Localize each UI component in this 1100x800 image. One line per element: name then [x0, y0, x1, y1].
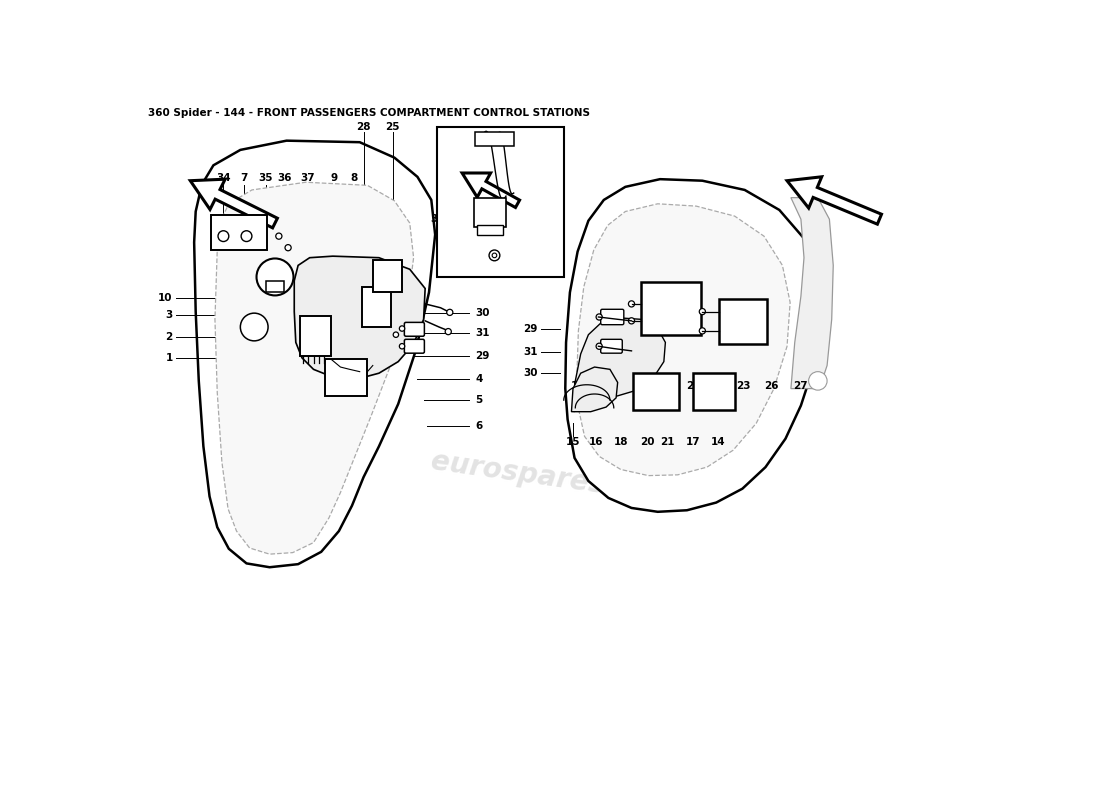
Text: 35: 35	[258, 174, 273, 183]
Text: 23: 23	[736, 381, 750, 390]
Text: 360 Spider - 144 - FRONT PASSENGERS COMPARTMENT CONTROL STATIONS: 360 Spider - 144 - FRONT PASSENGERS COMP…	[147, 107, 590, 118]
Polygon shape	[462, 173, 519, 207]
Text: 34: 34	[216, 174, 231, 183]
Circle shape	[393, 332, 398, 338]
Polygon shape	[576, 204, 790, 476]
Circle shape	[492, 253, 497, 258]
Text: eurospares: eurospares	[209, 355, 387, 407]
Bar	[719, 299, 767, 344]
Bar	[211, 214, 266, 250]
Text: 2: 2	[165, 332, 173, 342]
Bar	[266, 281, 284, 292]
Text: 21: 21	[660, 437, 675, 446]
Text: 20: 20	[640, 437, 654, 446]
Circle shape	[256, 258, 294, 295]
Circle shape	[700, 328, 705, 334]
Text: eurospares: eurospares	[429, 447, 606, 499]
Circle shape	[700, 309, 705, 314]
Text: 11: 11	[660, 381, 675, 390]
Polygon shape	[565, 179, 820, 512]
Text: 6: 6	[475, 421, 483, 430]
Text: 37: 37	[300, 174, 316, 183]
Circle shape	[446, 329, 451, 334]
Text: 19: 19	[617, 381, 631, 390]
Circle shape	[628, 318, 635, 324]
Polygon shape	[214, 182, 414, 554]
Text: 22: 22	[711, 381, 725, 390]
Bar	[300, 316, 331, 356]
Text: eurospares: eurospares	[606, 355, 783, 407]
Bar	[640, 282, 701, 334]
Circle shape	[285, 245, 292, 250]
Text: 8: 8	[351, 174, 358, 183]
Circle shape	[628, 301, 635, 307]
Polygon shape	[791, 198, 834, 389]
Text: 30: 30	[524, 368, 538, 378]
Bar	[474, 198, 506, 227]
Circle shape	[596, 343, 603, 350]
Circle shape	[399, 326, 405, 331]
Text: 28: 28	[356, 122, 371, 132]
Text: 7: 7	[241, 174, 248, 183]
Text: 13: 13	[593, 381, 607, 390]
Circle shape	[276, 233, 282, 239]
Polygon shape	[574, 318, 666, 412]
Text: 9: 9	[331, 174, 338, 183]
Text: 25: 25	[386, 122, 400, 132]
Bar	[476, 226, 503, 234]
Text: 3: 3	[165, 310, 173, 321]
Circle shape	[808, 372, 827, 390]
Text: 10: 10	[158, 293, 173, 302]
Bar	[373, 260, 402, 292]
Text: 12: 12	[571, 381, 585, 390]
Circle shape	[596, 314, 603, 320]
Text: 1: 1	[165, 353, 173, 363]
FancyBboxPatch shape	[601, 310, 624, 325]
Text: 17: 17	[685, 437, 701, 446]
Text: 33: 33	[430, 214, 444, 224]
Text: 36: 36	[278, 174, 293, 183]
Circle shape	[399, 343, 405, 349]
Text: 15: 15	[565, 437, 580, 446]
Text: 29: 29	[475, 351, 490, 362]
Bar	[326, 359, 367, 396]
Circle shape	[241, 230, 252, 242]
Polygon shape	[190, 179, 277, 228]
Circle shape	[241, 313, 268, 341]
Circle shape	[218, 230, 229, 242]
Text: 13: 13	[639, 381, 653, 390]
Bar	[437, 127, 563, 277]
Bar	[362, 287, 392, 327]
Polygon shape	[572, 367, 618, 412]
Text: 5: 5	[475, 395, 483, 405]
Polygon shape	[295, 256, 425, 379]
Bar	[693, 373, 736, 410]
Circle shape	[447, 310, 453, 315]
Bar	[475, 132, 514, 146]
Bar	[634, 373, 680, 410]
Polygon shape	[788, 177, 881, 224]
Text: 18: 18	[614, 437, 629, 446]
FancyBboxPatch shape	[405, 322, 425, 336]
Text: 24: 24	[685, 381, 701, 390]
Text: 4: 4	[475, 374, 483, 384]
Text: 16: 16	[588, 437, 603, 446]
Text: 27: 27	[793, 381, 808, 390]
Circle shape	[490, 250, 499, 261]
Text: 26: 26	[764, 381, 779, 390]
Text: 32: 32	[439, 250, 453, 260]
FancyBboxPatch shape	[601, 339, 623, 353]
Text: 31: 31	[524, 346, 538, 357]
Text: 14: 14	[711, 437, 725, 446]
Text: 30: 30	[475, 308, 490, 318]
Polygon shape	[195, 141, 436, 567]
Text: 31: 31	[475, 328, 490, 338]
Text: 29: 29	[524, 324, 538, 334]
FancyBboxPatch shape	[405, 339, 425, 353]
